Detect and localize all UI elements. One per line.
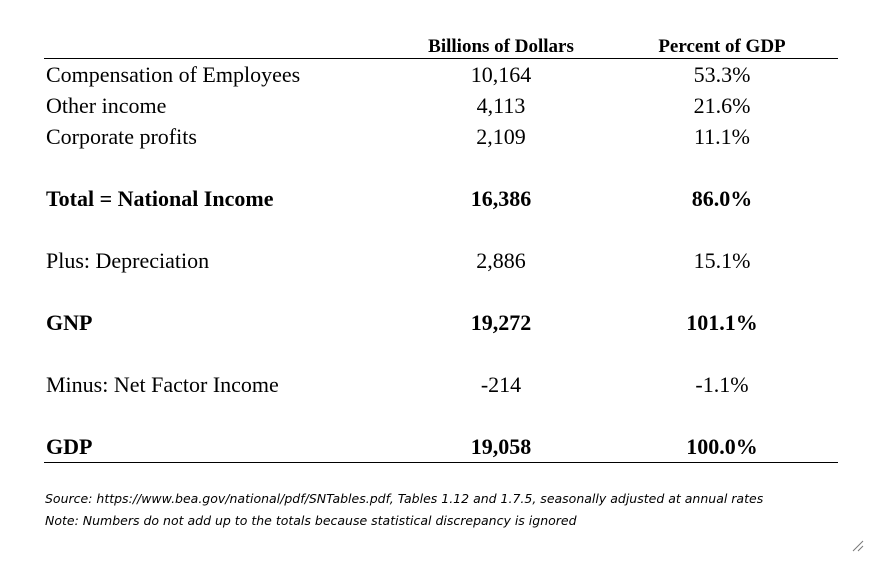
row-billions: 19,272 (470, 309, 532, 335)
row-percent: 100.0% (606, 431, 838, 463)
row-billions: 16,386 (470, 185, 532, 211)
row-label: Corporate profits (46, 123, 197, 149)
table-row-total: Total = National Income 16,386 86.0% (44, 183, 838, 214)
table-row: Compensation of Employees 10,164 53.3% (44, 59, 838, 91)
header-billions: Billions of Dollars (396, 36, 606, 59)
table-row: Plus: Depreciation 2,886 15.1% (44, 245, 838, 276)
row-billions: 2,886 (476, 247, 526, 273)
row-label: Total = National Income (46, 185, 274, 211)
row-billions: -214 (480, 371, 522, 397)
footnotes: Source: https://www.bea.gov/national/pdf… (45, 488, 763, 532)
table-row: Other income 4,113 21.6% (44, 90, 838, 121)
header-row: Billions of Dollars Percent of GDP (44, 36, 838, 59)
row-label: Other income (46, 92, 167, 118)
row-billions: 4,113 (476, 92, 526, 118)
spacer-row (44, 400, 838, 431)
income-table-container: Billions of Dollars Percent of GDP Compe… (44, 36, 838, 463)
table-row: Corporate profits 2,109 11.1% (44, 121, 838, 152)
row-label: Minus: Net Factor Income (46, 371, 279, 397)
spacer-row (44, 276, 838, 307)
spacer-row (44, 338, 838, 369)
row-percent: 15.1% (693, 247, 751, 273)
header-label (44, 36, 396, 59)
spacer-row (44, 152, 838, 183)
spacer-row (44, 214, 838, 245)
row-label: GDP (44, 431, 396, 463)
row-percent: 86.0% (691, 185, 753, 211)
row-billions: 19,058 (396, 431, 606, 463)
table-row: Minus: Net Factor Income -214 -1.1% (44, 369, 838, 400)
source-note: Source: https://www.bea.gov/national/pdf… (45, 491, 764, 506)
header-percent: Percent of GDP (606, 36, 838, 59)
row-label: Plus: Depreciation (46, 247, 210, 273)
discrepancy-note: Note: Numbers do not add up to the total… (45, 513, 577, 528)
row-percent: 21.6% (693, 92, 751, 118)
row-percent: 101.1% (686, 309, 758, 335)
row-percent: 11.1% (693, 123, 750, 149)
row-label: Compensation of Employees (46, 61, 301, 87)
row-percent: 53.3% (693, 61, 751, 87)
row-percent: -1.1% (695, 371, 749, 397)
table-row-gnp: GNP 19,272 101.1% (44, 307, 838, 338)
table-row-gdp: GDP 19,058 100.0% (44, 431, 838, 463)
gdp-income-table: Billions of Dollars Percent of GDP Compe… (44, 36, 838, 463)
resize-grip-icon[interactable] (850, 538, 864, 552)
row-billions: 2,109 (476, 123, 526, 149)
row-billions: 10,164 (470, 61, 532, 87)
row-label: GNP (46, 309, 93, 335)
